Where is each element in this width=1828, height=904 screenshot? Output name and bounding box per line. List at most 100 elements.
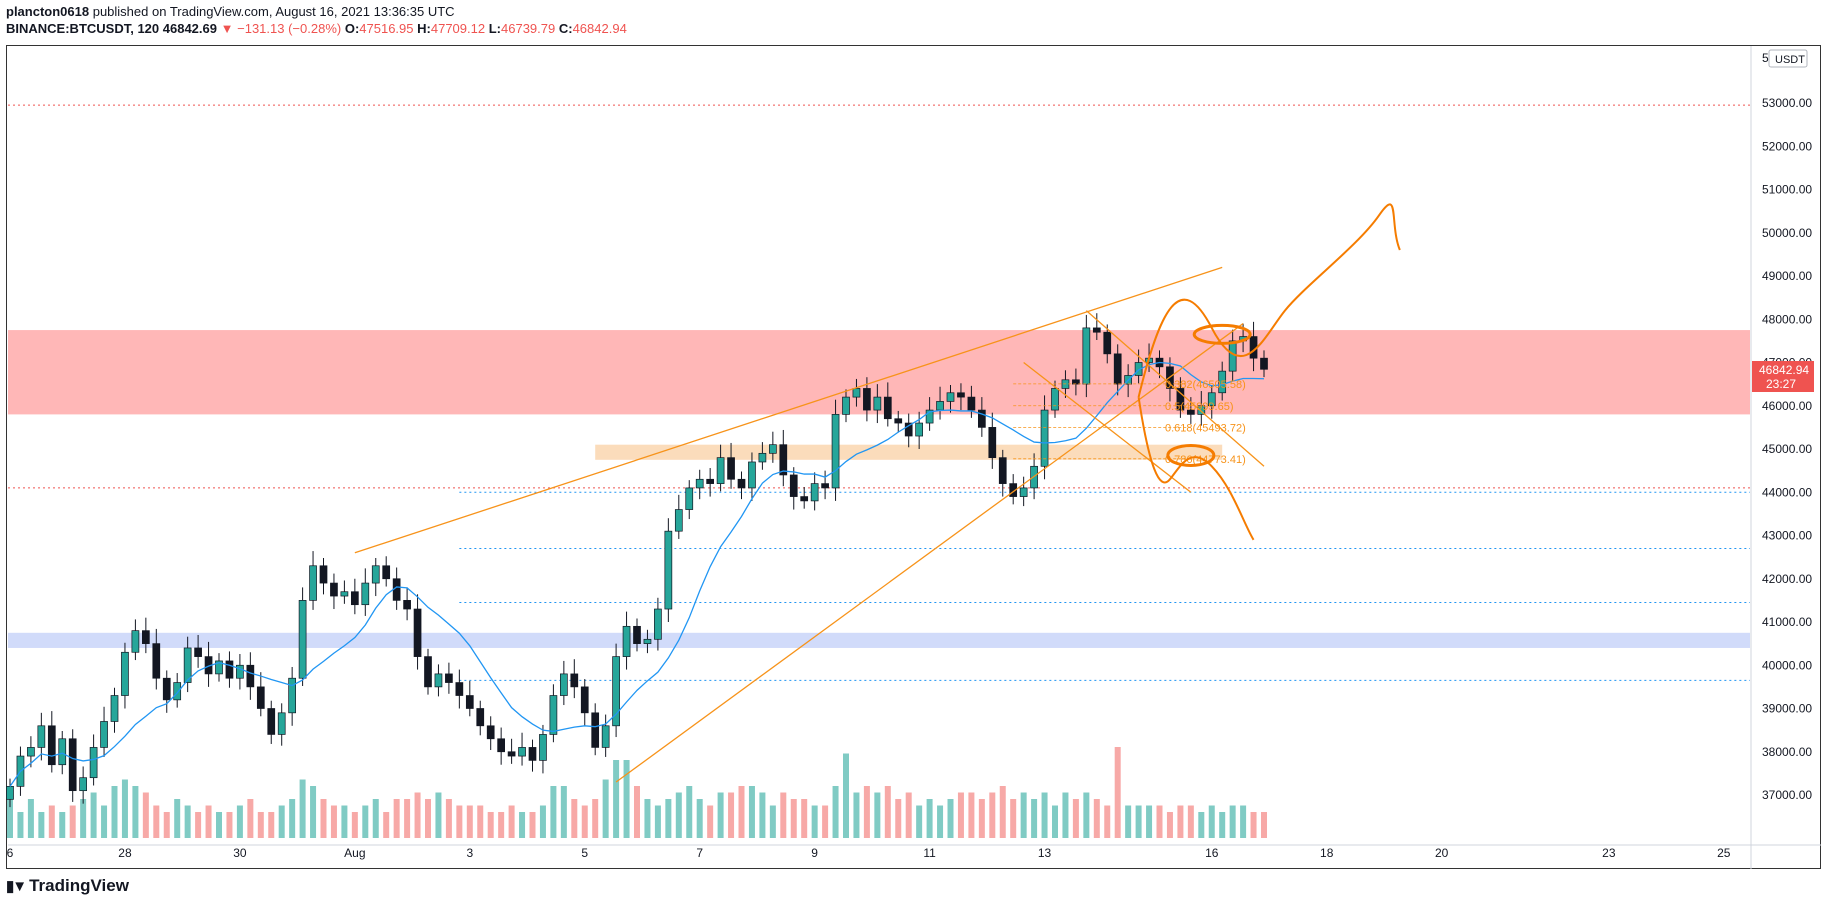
- candle-body: [570, 673, 579, 688]
- candle-body: [998, 457, 1007, 484]
- candle-body: [821, 483, 829, 489]
- candle-body: [1113, 353, 1122, 385]
- volume-bar: [832, 786, 839, 838]
- last-price-marker: [1752, 361, 1814, 392]
- volume-bar: [748, 786, 755, 838]
- candle-body: [810, 483, 819, 502]
- time-axis-tick: Aug: [344, 846, 365, 860]
- time-axis-tick: 30: [233, 846, 247, 860]
- volume-bar: [466, 805, 473, 838]
- volume-bar: [968, 792, 975, 838]
- volume-bar: [121, 779, 128, 838]
- volume-bar: [310, 786, 317, 838]
- volume-bar: [27, 799, 34, 838]
- volume-bar: [508, 805, 515, 838]
- price-axis-tick: 43000.00: [1762, 529, 1812, 543]
- candle-body: [946, 392, 955, 402]
- candle-body: [883, 396, 892, 420]
- volume-bar: [404, 799, 411, 838]
- candle-body: [664, 530, 673, 610]
- volume-bar: [163, 812, 170, 838]
- time-axis-tick: 7: [696, 846, 703, 860]
- volume-bar: [1198, 812, 1205, 838]
- candle-body: [1009, 483, 1018, 497]
- volume-bar: [1104, 805, 1111, 838]
- price-axis-tick: 42000.00: [1762, 572, 1812, 586]
- tradingview-brand: TradingView: [29, 876, 129, 895]
- candle-body: [977, 409, 986, 428]
- candle-body: [612, 656, 620, 727]
- volume-bar: [895, 799, 902, 838]
- volume-bar: [69, 805, 76, 838]
- volume-bar: [80, 799, 87, 838]
- candle-body: [288, 677, 296, 714]
- candle-body: [256, 686, 265, 709]
- volume-bar: [320, 799, 327, 838]
- publisher-name: plancton0618: [6, 4, 90, 19]
- price-axis-top-tick: 5: [1762, 51, 1769, 65]
- close-value: 46842.94: [572, 21, 627, 36]
- candle-body: [633, 625, 641, 644]
- volume-bar: [1208, 805, 1215, 838]
- candle-body: [309, 565, 317, 601]
- candle-body: [47, 725, 56, 766]
- candle-body: [622, 625, 631, 657]
- volume-bar: [236, 805, 243, 838]
- candle-body: [706, 478, 715, 484]
- volume-bar: [362, 805, 369, 838]
- candle-body: [267, 708, 276, 735]
- candle-body: [246, 664, 255, 688]
- candle-body: [549, 695, 558, 735]
- volume-bar: [48, 805, 55, 838]
- candle-body: [800, 496, 809, 502]
- candle-body: [863, 388, 871, 411]
- last-price-label: 46842.94: [1759, 363, 1809, 377]
- volume-bar: [111, 786, 118, 838]
- lower-target-circle: [1166, 443, 1216, 467]
- volume-bar: [1219, 812, 1226, 838]
- volume-bar: [477, 805, 484, 838]
- candle-body: [319, 565, 328, 584]
- volume-bar: [383, 812, 390, 838]
- high-value: 47709.12: [430, 21, 486, 36]
- volume-bar: [884, 786, 891, 838]
- volume-bar: [38, 812, 45, 838]
- candle-body: [298, 600, 307, 679]
- volume-bar: [341, 805, 348, 838]
- candle-body: [936, 401, 944, 411]
- candle-body: [768, 444, 777, 454]
- time-axis-tick: 9: [811, 846, 818, 860]
- time-axis-tick: 3: [466, 846, 473, 860]
- volume-bar: [717, 792, 724, 838]
- volume-bar: [613, 760, 620, 838]
- volume-bar: [780, 792, 787, 838]
- price-axis-tick: 37000.00: [1762, 788, 1812, 802]
- candle-body: [110, 695, 119, 722]
- volume-bar: [487, 812, 494, 838]
- volume-bar: [1229, 805, 1236, 838]
- time-axis-tick: 6: [7, 846, 14, 860]
- candle-body: [1103, 331, 1112, 355]
- volume-bar: [1146, 805, 1153, 838]
- time-axis-tick: 11: [923, 846, 936, 860]
- price-axis-tick: 48000.00: [1762, 312, 1812, 326]
- candle-body: [340, 591, 349, 597]
- time-axis-tick: 20: [1435, 846, 1449, 860]
- candle-body: [643, 638, 652, 644]
- price-axis-tick: 45000.00: [1762, 442, 1812, 456]
- time-axis-tick: 18: [1320, 846, 1334, 860]
- volume-bar: [738, 786, 745, 838]
- price-axis-tick: 50000.00: [1762, 226, 1812, 240]
- volume-bar: [707, 805, 714, 838]
- volume-bar: [811, 805, 818, 838]
- volume-bar: [435, 792, 442, 838]
- volume-bar: [1041, 792, 1048, 838]
- volume-bar: [7, 799, 13, 838]
- moving-average-line: [9, 361, 1265, 787]
- candle-body: [789, 474, 798, 497]
- chart-frame: [6, 45, 1821, 869]
- candle-body: [351, 591, 359, 606]
- volume-bar: [644, 799, 651, 838]
- currency-label: USDT: [1775, 54, 1805, 66]
